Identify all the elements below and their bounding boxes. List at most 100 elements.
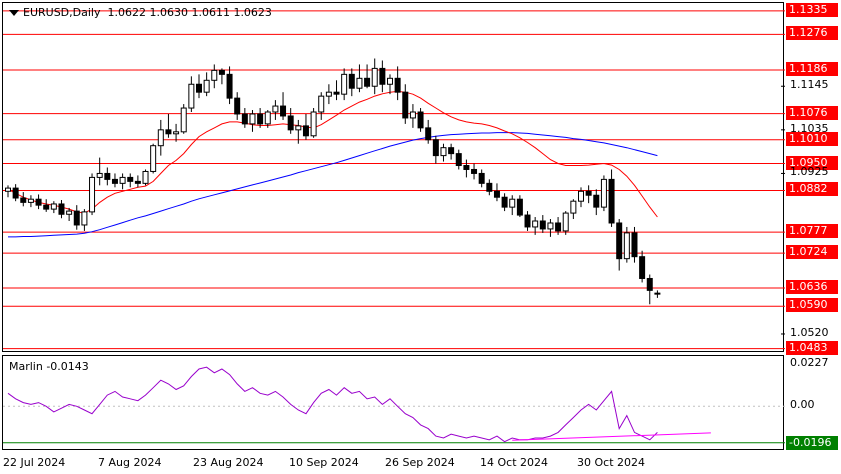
bull-candle-body: [387, 77, 393, 85]
level-badge-1.0483: 1.0483: [786, 340, 838, 355]
candle: [555, 217, 562, 235]
candle: [524, 211, 531, 231]
level-badge-1.0590: 1.0590: [786, 298, 838, 313]
bear-candle-body: [608, 178, 615, 224]
bear-candle-body: [493, 190, 500, 198]
chart-header: EURUSD,Daily 1.0622 1.0630 1.0611 1.0623: [9, 6, 272, 19]
candle: [539, 215, 546, 233]
candle: [73, 205, 80, 230]
bear-candle-body: [394, 77, 401, 93]
bull-candle-body: [203, 79, 210, 93]
bull-candle-body: [325, 91, 332, 97]
level-badge-1.1276: 1.1276: [786, 26, 838, 41]
candle: [608, 169, 615, 227]
candle: [356, 64, 363, 93]
bull-candle-body: [27, 198, 34, 203]
candle: [81, 209, 88, 231]
bull-candle-body: [295, 125, 302, 131]
candle: [516, 195, 523, 218]
bear-candle-body: [134, 180, 141, 184]
bear-candle-body: [241, 113, 248, 125]
bull-candle-body: [440, 147, 447, 157]
bull-candle-body: [371, 67, 378, 87]
bull-candle-body: [150, 145, 157, 172]
bull-candle-body: [318, 95, 325, 113]
bear-candle-body: [471, 168, 478, 174]
candle: [448, 143, 455, 160]
candle: [547, 219, 554, 237]
bear-candle-body: [417, 111, 424, 129]
time-axis-label: 26 Sep 2024: [385, 456, 455, 469]
level-badge-1.0882: 1.0882: [786, 182, 838, 197]
candle: [180, 104, 187, 134]
candle: [302, 113, 309, 140]
bull-candle-body: [341, 73, 348, 95]
bull-candle-body: [562, 212, 569, 232]
bull-candle-body: [5, 187, 11, 192]
bear-candle-body: [20, 197, 27, 203]
bear-candle-body: [257, 113, 264, 125]
bear-candle-body: [539, 220, 546, 230]
price-chart-panel[interactable]: EURUSD,Daily 1.0622 1.0630 1.0611 1.0623: [2, 2, 785, 353]
indicator-tick-label: 0.0227: [790, 356, 829, 369]
candle: [471, 163, 478, 180]
candle: [127, 173, 134, 188]
candle: [379, 60, 386, 93]
bear-candle-body: [104, 172, 111, 180]
candle: [341, 68, 348, 101]
signal-line: [512, 432, 711, 441]
bull-candle-body: [173, 131, 180, 135]
candle: [310, 108, 317, 138]
level-badge-1.0724: 1.0724: [786, 245, 838, 260]
bull-candle-body: [570, 200, 577, 214]
candle: [234, 92, 241, 120]
bull-candle-body: [272, 105, 279, 113]
bear-candle-body: [12, 187, 19, 199]
bear-candle-body: [631, 232, 638, 258]
bear-candle-body: [364, 77, 371, 87]
bear-candle-body: [165, 129, 172, 135]
candle: [478, 169, 485, 188]
bull-candle-body: [409, 111, 416, 119]
bear-candle-body: [348, 73, 355, 89]
candle: [409, 104, 416, 128]
bear-candle-body: [35, 198, 42, 206]
bull-candle-body: [600, 178, 607, 208]
bull-candle-body: [119, 176, 126, 184]
dropdown-triangle-icon[interactable]: [9, 10, 19, 16]
bear-candle-body: [593, 194, 600, 208]
price-chart[interactable]: [3, 3, 785, 353]
candle: [142, 169, 149, 186]
bear-candle-body: [463, 165, 470, 170]
bear-candle-body: [43, 204, 50, 210]
bear-candle-body: [302, 125, 309, 137]
candle: [27, 195, 34, 208]
candle: [593, 189, 600, 216]
candle: [631, 226, 638, 263]
candle: [165, 113, 172, 138]
bull-candle-body: [180, 107, 187, 133]
candle: [417, 108, 424, 132]
indicator-label: Marlin -0.0143: [9, 360, 89, 373]
marlin-indicator-panel[interactable]: Marlin -0.0143: [2, 355, 785, 451]
marlin-chart[interactable]: [3, 356, 785, 451]
candle: [623, 226, 630, 263]
bear-candle-body: [478, 172, 485, 184]
candle: [348, 68, 355, 97]
candle: [318, 92, 325, 120]
bull-candle-body: [66, 210, 73, 215]
bull-candle-body: [188, 83, 195, 109]
bear-candle-body: [111, 178, 118, 184]
candle: [509, 195, 516, 216]
candle: [43, 199, 50, 212]
candle: [104, 167, 111, 186]
ohlc-values: 1.0622 1.0630 1.0611 1.0623: [107, 6, 272, 19]
time-axis-label: 14 Oct 2024: [480, 456, 549, 469]
candle: [455, 149, 462, 170]
candle: [272, 100, 279, 120]
bull-candle-body: [157, 129, 164, 147]
candle: [394, 66, 401, 101]
symbol-timeframe: EURUSD,Daily: [23, 6, 101, 19]
bear-candle-body: [196, 83, 202, 93]
candle: [387, 74, 393, 95]
